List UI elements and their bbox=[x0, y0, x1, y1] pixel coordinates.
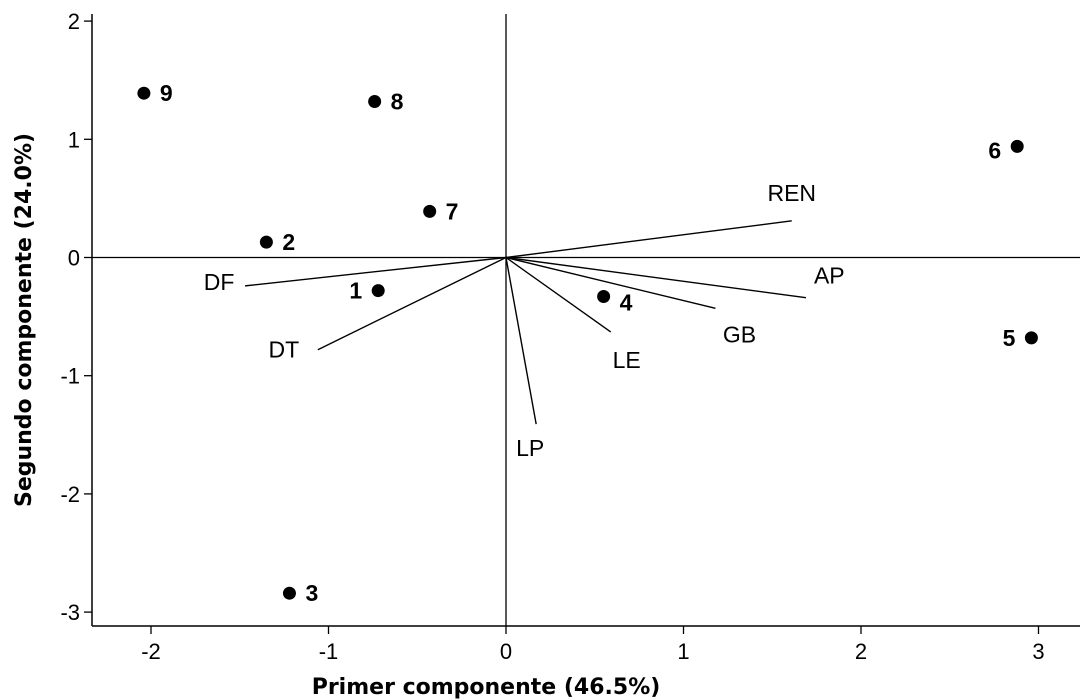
y-tick-label: 0 bbox=[68, 246, 80, 271]
vector-label-dt: DT bbox=[269, 337, 300, 363]
data-point-1 bbox=[371, 284, 385, 298]
vector-df bbox=[244, 256, 507, 287]
vector-label-gb: GB bbox=[723, 321, 756, 347]
y-tick-label: -1 bbox=[60, 364, 80, 389]
data-point-3 bbox=[282, 586, 296, 600]
x-tick-label: 0 bbox=[500, 639, 512, 664]
data-point-7 bbox=[423, 204, 437, 218]
data-point-label-1: 1 bbox=[349, 278, 362, 304]
data-point-5 bbox=[1024, 331, 1038, 345]
x-tick-label: 2 bbox=[855, 639, 867, 664]
vector-label-le: LE bbox=[613, 347, 641, 373]
x-tick-label: -2 bbox=[141, 639, 161, 664]
y-tick-label: -3 bbox=[60, 600, 80, 625]
vector-label-ap: AP bbox=[814, 263, 845, 289]
data-point-6 bbox=[1010, 139, 1024, 153]
data-point-label-3: 3 bbox=[305, 580, 318, 606]
data-point-label-8: 8 bbox=[391, 88, 404, 114]
vector-label-lp: LP bbox=[516, 435, 544, 461]
x-tick-label: 1 bbox=[677, 639, 689, 664]
data-point-label-7: 7 bbox=[446, 198, 459, 224]
data-point-4 bbox=[597, 290, 611, 304]
data-point-2 bbox=[259, 235, 273, 249]
axis-ticks: -2 -1 0 1 2 3 2 1 0 -1 -2 -3 bbox=[60, 9, 1044, 664]
data-point-label-4: 4 bbox=[620, 290, 633, 316]
y-tick-label: 2 bbox=[68, 9, 80, 34]
plot-frame bbox=[91, 14, 1080, 627]
score-points: 1 2 3 4 5 6 7 8 9 bbox=[137, 80, 1038, 606]
data-point-8 bbox=[368, 94, 382, 108]
y-axis-title: Segundo componente (24.0%) bbox=[12, 133, 37, 507]
vector-label-ren: REN bbox=[767, 180, 816, 206]
x-tick-label: 3 bbox=[1032, 639, 1044, 664]
reference-lines bbox=[92, 14, 1080, 626]
vector-gb bbox=[505, 256, 716, 310]
data-point-label-2: 2 bbox=[282, 229, 295, 255]
vector-ren bbox=[505, 220, 792, 259]
vector-le bbox=[505, 256, 612, 333]
y-tick-label: -2 bbox=[60, 482, 80, 507]
y-tick-label: 1 bbox=[68, 127, 80, 152]
data-point-9 bbox=[137, 86, 151, 100]
vector-lp bbox=[505, 257, 537, 425]
data-point-label-5: 5 bbox=[1003, 325, 1016, 351]
x-tick-label: -1 bbox=[319, 639, 339, 664]
vector-ap bbox=[505, 256, 807, 299]
vector-label-df: DF bbox=[204, 269, 235, 295]
x-axis-title: Primer componente (46.5%) bbox=[312, 675, 661, 700]
vector-dt bbox=[317, 256, 507, 351]
data-point-label-9: 9 bbox=[160, 80, 173, 106]
data-point-label-6: 6 bbox=[988, 137, 1001, 163]
loading-vectors: REN AP GB LE LP DT DF bbox=[204, 180, 845, 461]
